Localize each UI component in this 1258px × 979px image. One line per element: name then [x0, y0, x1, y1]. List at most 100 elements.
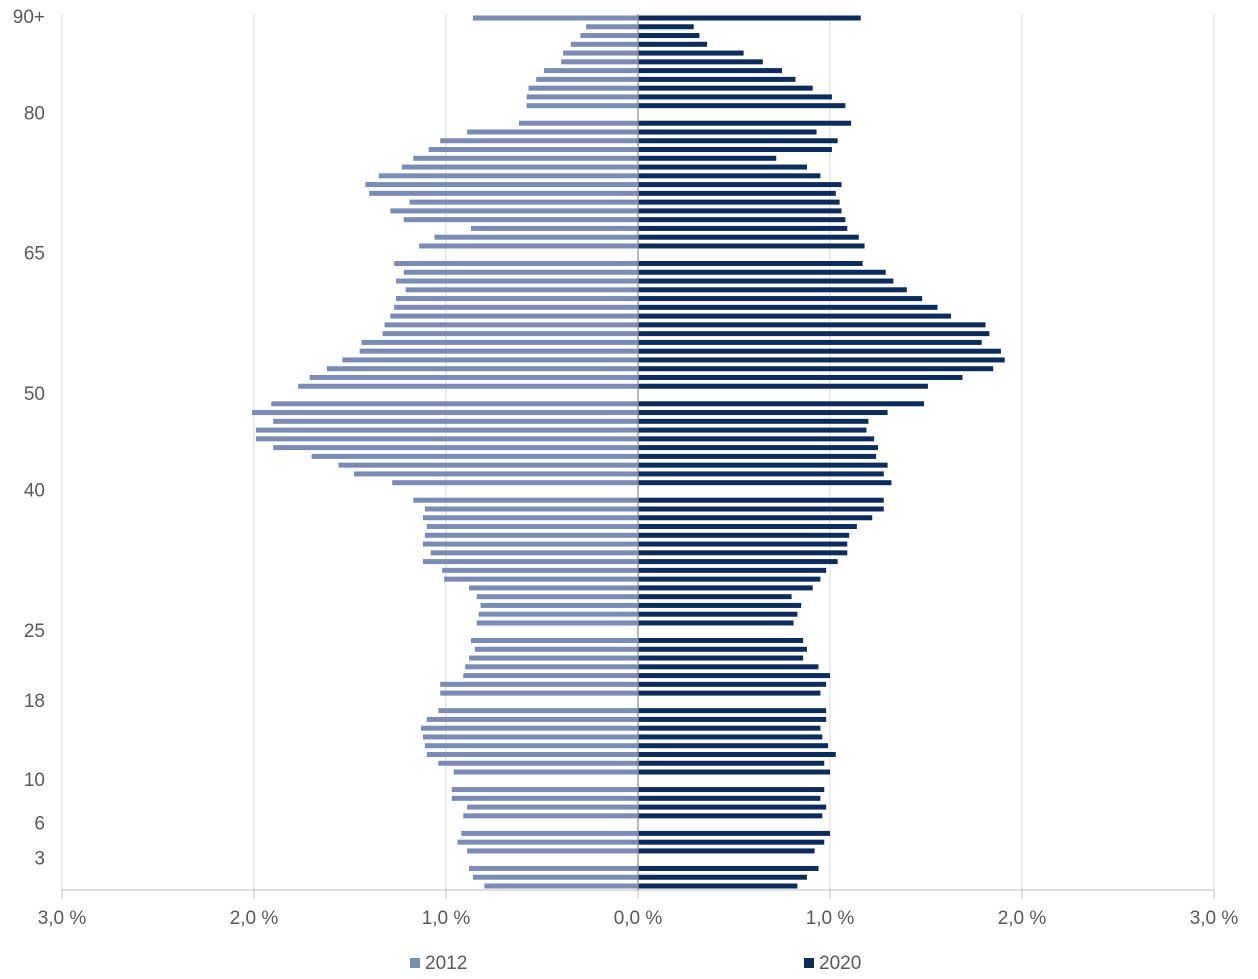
bar — [638, 760, 825, 766]
bar — [638, 664, 819, 670]
legend-label: 2020 — [819, 953, 861, 974]
bar — [526, 94, 638, 100]
bar — [378, 173, 638, 179]
bar — [638, 331, 990, 337]
bar — [638, 734, 823, 740]
bar — [390, 313, 638, 319]
bar — [467, 848, 638, 854]
bar — [422, 515, 638, 521]
y-tick-label: 6 — [34, 814, 45, 835]
legend-label: 2012 — [425, 953, 467, 974]
bar — [561, 59, 638, 65]
bar — [638, 445, 878, 451]
legend-swatch — [804, 958, 814, 968]
bar — [638, 795, 821, 801]
bar — [638, 655, 804, 661]
x-tick-label: 2,0 % — [998, 908, 1047, 929]
bar — [638, 383, 928, 389]
bar — [403, 217, 638, 223]
bar — [476, 620, 638, 626]
bar — [255, 427, 639, 433]
x-tick-label: 0,0 % — [614, 908, 663, 929]
bar — [638, 804, 827, 810]
bar — [442, 567, 638, 573]
bar — [638, 147, 832, 153]
bar — [570, 41, 638, 47]
bar — [478, 611, 638, 617]
bar — [638, 243, 865, 249]
bar — [424, 506, 638, 512]
y-tick-label: 90+ — [13, 7, 45, 28]
bar — [638, 155, 777, 161]
bar — [382, 331, 638, 337]
bar — [421, 725, 638, 731]
bar — [638, 427, 867, 433]
bar — [638, 120, 852, 126]
bar — [638, 182, 842, 188]
bar — [638, 567, 827, 573]
bar — [638, 594, 792, 600]
bar — [469, 585, 638, 591]
bar — [394, 260, 638, 266]
bar — [353, 471, 638, 477]
bar — [470, 225, 638, 231]
bar — [461, 830, 638, 836]
legend-swatch — [410, 958, 420, 968]
bar — [638, 576, 821, 582]
bar — [472, 15, 638, 21]
bar — [638, 59, 763, 65]
bar — [638, 208, 842, 214]
bar — [638, 50, 744, 56]
bar — [638, 716, 827, 722]
bar — [444, 576, 638, 582]
bar — [401, 164, 638, 170]
bar — [430, 550, 638, 556]
bar — [638, 199, 840, 205]
bar — [638, 541, 848, 547]
bar — [638, 830, 830, 836]
bar — [469, 865, 638, 871]
bar — [638, 190, 836, 196]
bar — [528, 85, 638, 91]
bar — [638, 24, 694, 30]
bar — [465, 664, 638, 670]
bar — [638, 94, 832, 100]
bar — [403, 269, 638, 275]
bar — [309, 374, 638, 380]
bar — [638, 278, 894, 284]
x-tick-label: 3,0 % — [38, 908, 87, 929]
bar — [580, 33, 638, 39]
bar — [638, 874, 807, 880]
bar — [638, 374, 963, 380]
bar — [467, 804, 638, 810]
y-tick-label: 50 — [24, 384, 45, 405]
x-tick-label: 2,0 % — [230, 908, 279, 929]
bar — [638, 769, 830, 775]
bar — [638, 348, 1001, 354]
bar — [470, 638, 638, 644]
bar — [424, 532, 638, 538]
bar — [426, 716, 638, 722]
y-tick-label: 40 — [24, 480, 45, 501]
bar — [424, 743, 638, 749]
bar — [638, 602, 802, 608]
bar — [638, 15, 861, 21]
y-tick-label: 18 — [24, 691, 45, 712]
bar — [457, 839, 638, 845]
bar — [451, 787, 638, 793]
bar — [638, 418, 869, 424]
bar — [638, 743, 829, 749]
bar — [438, 708, 638, 714]
bar — [273, 418, 638, 424]
bar — [413, 155, 638, 161]
bar — [440, 138, 638, 144]
bar — [405, 287, 638, 293]
bar — [543, 68, 638, 74]
bar — [390, 208, 638, 214]
bar — [638, 234, 859, 240]
bar — [638, 453, 877, 459]
bar — [638, 559, 838, 565]
bar — [273, 445, 638, 451]
bar — [638, 751, 836, 757]
